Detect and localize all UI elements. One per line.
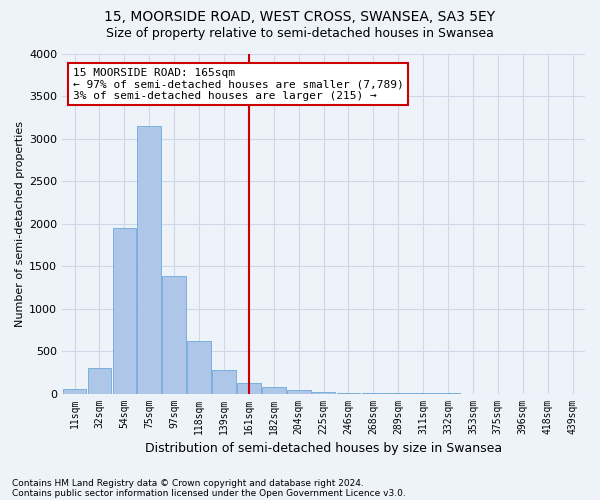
Bar [113, 228, 136, 394]
Text: 15, MOORSIDE ROAD, WEST CROSS, SWANSEA, SA3 5EY: 15, MOORSIDE ROAD, WEST CROSS, SWANSEA, … [104, 10, 496, 24]
Bar [287, 390, 311, 394]
Bar [137, 126, 161, 394]
Bar [262, 387, 286, 394]
Text: 15 MOORSIDE ROAD: 165sqm
← 97% of semi-detached houses are smaller (7,789)
3% of: 15 MOORSIDE ROAD: 165sqm ← 97% of semi-d… [73, 68, 403, 101]
Bar [163, 276, 186, 394]
Bar [88, 368, 112, 394]
Bar [237, 384, 261, 394]
Text: Size of property relative to semi-detached houses in Swansea: Size of property relative to semi-detach… [106, 28, 494, 40]
Bar [63, 390, 86, 394]
Text: Contains HM Land Registry data © Crown copyright and database right 2024.: Contains HM Land Registry data © Crown c… [12, 478, 364, 488]
Bar [187, 341, 211, 394]
X-axis label: Distribution of semi-detached houses by size in Swansea: Distribution of semi-detached houses by … [145, 442, 502, 455]
Bar [312, 392, 335, 394]
Text: Contains public sector information licensed under the Open Government Licence v3: Contains public sector information licen… [12, 488, 406, 498]
Bar [212, 370, 236, 394]
Bar [337, 392, 361, 394]
Y-axis label: Number of semi-detached properties: Number of semi-detached properties [15, 121, 25, 327]
